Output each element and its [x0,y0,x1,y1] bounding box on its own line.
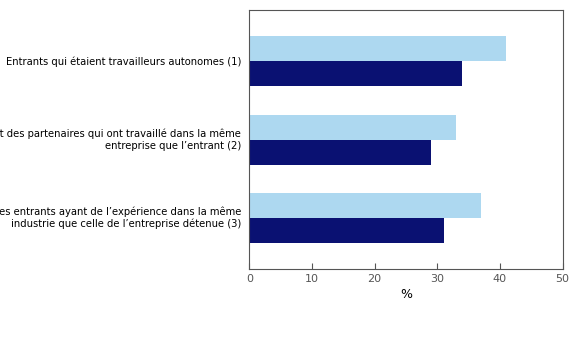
Bar [249,140,431,165]
Bar [249,61,462,86]
Bar [249,36,506,61]
Bar [249,115,456,140]
X-axis label: %: % [400,288,412,301]
Bar [249,193,481,218]
Bar [249,218,444,243]
